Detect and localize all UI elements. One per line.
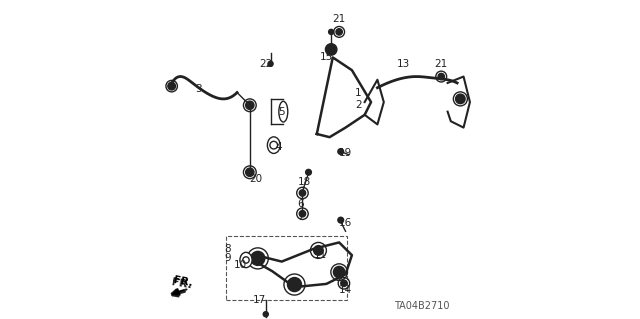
- Circle shape: [336, 29, 342, 35]
- Ellipse shape: [268, 137, 280, 153]
- Circle shape: [325, 44, 337, 55]
- Text: 13: 13: [396, 59, 410, 69]
- Circle shape: [268, 61, 273, 66]
- Text: 18: 18: [298, 177, 310, 187]
- Text: 15: 15: [320, 52, 333, 63]
- Text: 19: 19: [339, 148, 352, 158]
- Text: 2: 2: [355, 100, 362, 110]
- Text: 21: 21: [333, 14, 346, 24]
- Ellipse shape: [240, 252, 252, 268]
- Text: 22: 22: [259, 59, 273, 69]
- Text: 7: 7: [298, 212, 304, 222]
- Circle shape: [263, 312, 268, 317]
- Circle shape: [333, 266, 345, 278]
- Text: 9: 9: [224, 253, 231, 263]
- Circle shape: [246, 101, 254, 109]
- Circle shape: [338, 149, 344, 154]
- Text: 5: 5: [278, 107, 285, 117]
- Circle shape: [251, 251, 265, 265]
- Circle shape: [340, 280, 347, 286]
- Text: 14: 14: [339, 285, 352, 295]
- Text: 3: 3: [195, 84, 202, 94]
- Text: FR.: FR.: [170, 277, 192, 290]
- Text: 8: 8: [224, 244, 231, 254]
- Text: 1: 1: [355, 87, 362, 98]
- Text: 4: 4: [275, 142, 282, 152]
- Circle shape: [168, 82, 175, 90]
- Text: 10: 10: [234, 260, 247, 270]
- Text: 21: 21: [435, 59, 448, 69]
- Circle shape: [338, 217, 344, 223]
- Text: FR.: FR.: [173, 275, 194, 288]
- Ellipse shape: [279, 101, 288, 122]
- Text: 6: 6: [298, 199, 304, 209]
- Circle shape: [314, 246, 323, 255]
- Text: 17: 17: [253, 295, 266, 305]
- Circle shape: [438, 73, 444, 80]
- Text: 20: 20: [250, 174, 263, 184]
- Text: 16: 16: [339, 218, 352, 228]
- Circle shape: [300, 190, 306, 196]
- Circle shape: [306, 169, 312, 175]
- Circle shape: [287, 278, 301, 292]
- Text: 11: 11: [314, 250, 326, 260]
- Circle shape: [456, 94, 465, 104]
- FancyArrowPatch shape: [172, 291, 185, 296]
- Circle shape: [328, 29, 333, 34]
- Text: 12: 12: [288, 282, 301, 292]
- Text: TA04B2710: TA04B2710: [394, 301, 450, 311]
- Circle shape: [300, 211, 306, 217]
- Circle shape: [246, 168, 254, 176]
